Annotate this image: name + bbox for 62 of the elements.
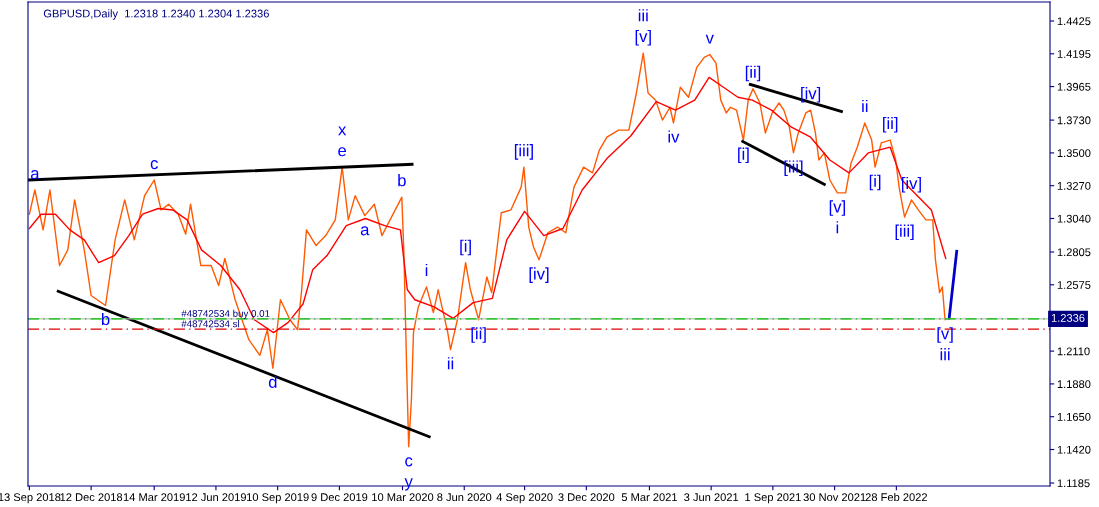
annotation: [iv] [529,267,549,283]
annotation: [ii] [883,117,898,133]
annotation: e [338,147,347,157]
annotation: [i] [869,174,881,191]
x-tick-label: 12 Dec 2018 [60,493,123,502]
annotation: x [338,126,347,136]
annotation: [v] [829,200,845,216]
y-tick-label: 1.3500 [1057,149,1091,158]
annotation: [iii] [895,224,914,241]
annotation: ii [447,357,454,370]
x-tick-label: 1 Sep 2021 [745,493,801,504]
annotation: [iv] [801,87,821,103]
x-tick-label: 14 Mar 2019 [123,493,185,502]
annotation: c [150,160,158,170]
x-tick-label: 5 Mar 2021 [621,493,677,502]
y-tick-label: 1.1420 [1057,445,1091,454]
y-tick-label: 1.4195 [1057,50,1091,58]
x-tick-label: 30 Nov 2021 [803,493,866,502]
y-tick-label: 1.4425 [1057,17,1091,26]
annotation: [i] [738,147,749,164]
x-tick-label: 8 Jun 2020 [437,493,492,502]
x-tick-label: 9 Dec 2019 [311,493,368,502]
annotation: b [101,312,110,326]
annotation: iii [940,348,950,361]
annotation: [v] [937,327,953,343]
annotation: b [398,174,406,187]
annotation: d [268,375,277,388]
annotation: iv [668,130,680,143]
annotation: [ii] [471,327,486,343]
annotation: [i] [460,239,471,256]
y-tick-label: 1.2575 [1057,281,1091,289]
x-tick-label: 3 Dec 2020 [558,493,615,502]
x-tick-label: 4 Sep 2020 [496,493,553,504]
x-tick-label: 12 Jun 2019 [186,493,246,502]
annotation: i [425,263,428,276]
annotation: y [404,478,413,491]
y-tick-label: 1.1650 [1057,412,1091,421]
annotation: ii [862,99,868,112]
annotation: c [405,457,413,467]
ref-line-label: 1.2336 [1051,314,1085,322]
ref-line-label: #48742534 sl [181,320,240,328]
x-tick-label: 3 Jun 2021 [684,493,739,502]
y-tick-label: 1.3040 [1057,214,1091,223]
annotation: i [836,221,839,234]
y-tick-label: 1.3965 [1057,82,1091,91]
x-tick-label: 28 Feb 2022 [865,492,927,502]
annotation: v [705,34,714,44]
x-tick-label: 10 Sep 2019 [247,493,309,504]
annotation: [v] [635,30,651,46]
annotation: a [360,226,370,236]
annotation: iii [638,9,648,22]
y-tick-label: 1.1880 [1057,380,1091,389]
y-tick-label: 1.3730 [1057,116,1091,125]
y-tick-label: 1.1185 [1057,479,1090,488]
annotation: [iii] [514,144,533,160]
annotation: a [30,170,40,180]
x-tick-label: 10 Mar 2020 [372,493,434,502]
y-tick-label: 1.3270 [1057,181,1091,190]
text: GBPUSD,Daily 1.2318 1.2340 1.2304 1.2336 [43,9,269,20]
y-tick-label: 1.2110 [1057,347,1090,356]
annotation: [ii] [745,65,761,82]
y-tick-label: 1.2805 [1057,248,1091,257]
